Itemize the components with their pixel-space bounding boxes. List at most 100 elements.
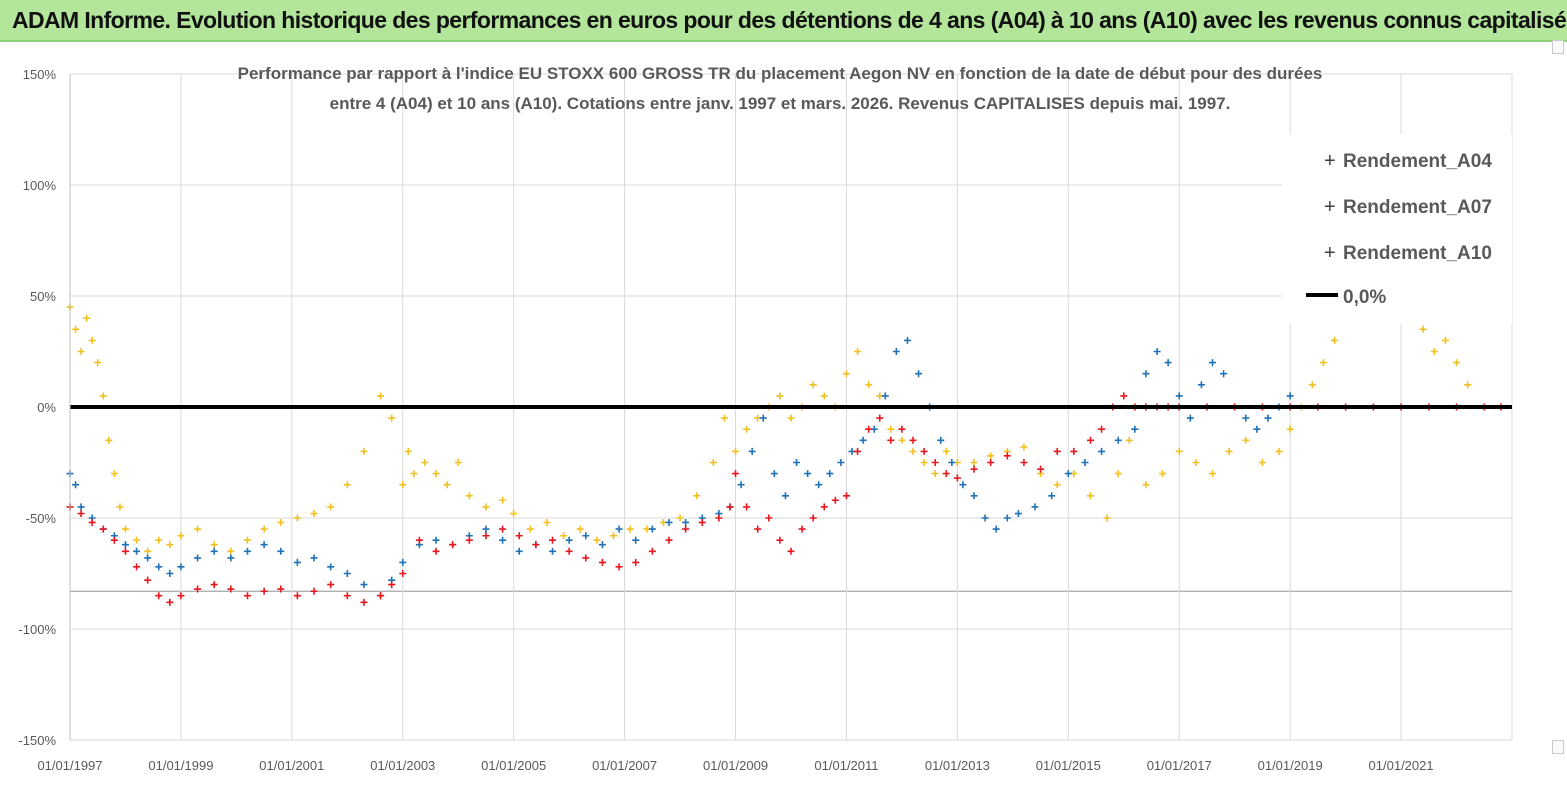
data-point [415,536,423,544]
data-points [66,303,1505,606]
legend-label-a07: Rendement_A07 [1343,197,1492,218]
data-point [449,541,457,549]
data-point [1225,447,1233,455]
data-point [970,465,978,473]
data-point [865,381,873,389]
data-point [194,585,202,593]
data-point [310,587,318,595]
data-point [743,503,751,511]
data-point [948,459,956,466]
data-point [693,492,701,500]
data-point [1031,503,1039,511]
data-point [210,541,218,549]
chart-title-line-2: entre 4 (A04) et 10 ans (A10). Cotations… [330,94,1231,113]
data-point [787,547,795,555]
data-point [781,492,789,500]
data-point [726,503,734,511]
data-point [1453,359,1461,367]
legend-label-zero: 0,0% [1343,287,1386,308]
data-point [77,510,85,518]
data-point [343,570,351,577]
x-tick-label: 01/01/2009 [703,758,768,773]
data-point [842,370,850,378]
series-rendement-a10 [66,392,1505,606]
data-point [116,503,124,511]
data-point [615,563,623,571]
data-point [970,492,978,500]
x-tick-label: 01/01/1997 [37,758,102,773]
data-point [144,554,152,562]
data-point [454,459,462,466]
data-point [1120,392,1128,400]
data-point [194,554,202,562]
data-point [1275,447,1283,455]
data-point [88,336,96,344]
data-point [83,314,91,322]
data-point [959,481,967,489]
data-point [615,525,623,533]
data-point [227,585,235,593]
data-point [759,414,767,422]
data-point [110,536,118,544]
data-point [598,558,606,566]
y-tick-label: -150% [18,733,56,748]
data-point [1053,447,1061,455]
data-point [1175,447,1183,455]
data-point [1153,348,1161,355]
data-point [576,525,584,533]
data-point [166,570,174,577]
data-point [804,470,812,478]
data-point [970,459,978,466]
data-point [1264,414,1272,422]
y-tick-label: 100% [23,178,57,193]
data-point [1003,452,1011,460]
data-point [732,447,740,455]
data-point [1114,470,1122,478]
data-point [1064,470,1072,478]
data-point [881,392,889,400]
data-point [343,481,351,489]
data-point [1242,436,1250,444]
data-point [377,592,385,600]
data-point [515,547,523,555]
data-point [1220,370,1228,378]
data-point [293,514,301,522]
data-point [682,518,690,526]
data-point [155,592,163,600]
data-point [909,436,917,444]
data-point [981,514,989,522]
y-tick-label: -50% [26,511,57,526]
data-point [831,496,839,504]
legend-marker-a10: + [1324,242,1336,264]
y-tick-label: 0% [37,400,56,415]
data-point [166,598,174,606]
resize-handle-top[interactable] [1552,40,1564,54]
data-point [482,503,490,511]
data-point [876,414,884,422]
resize-handle-bottom[interactable] [1552,740,1564,754]
data-point [549,547,557,555]
data-point [1020,443,1028,451]
data-point [72,325,80,333]
report-title: ADAM Informe. Evolution historique des p… [12,6,1567,33]
x-tick-label: 01/01/2019 [1258,758,1323,773]
data-point [732,470,740,478]
data-point [260,541,268,549]
data-point [327,503,335,511]
data-point [648,525,656,533]
y-tick-label: 50% [30,289,56,304]
data-point [1081,459,1089,466]
x-tick-label: 01/01/2013 [925,758,990,773]
data-point [798,525,806,533]
data-point [565,547,573,555]
chart-area: 150% 100% 50% 0% -50% -100% -150% 01/01/1997 01/… [0,42,1567,790]
data-point [121,541,129,549]
data-point [1286,425,1294,433]
data-point [277,518,285,526]
x-tick-label: 01/01/2021 [1369,758,1434,773]
data-point [1331,336,1339,344]
data-point [99,392,107,400]
data-point [88,518,96,526]
data-point [903,336,911,344]
data-point [1308,381,1316,389]
